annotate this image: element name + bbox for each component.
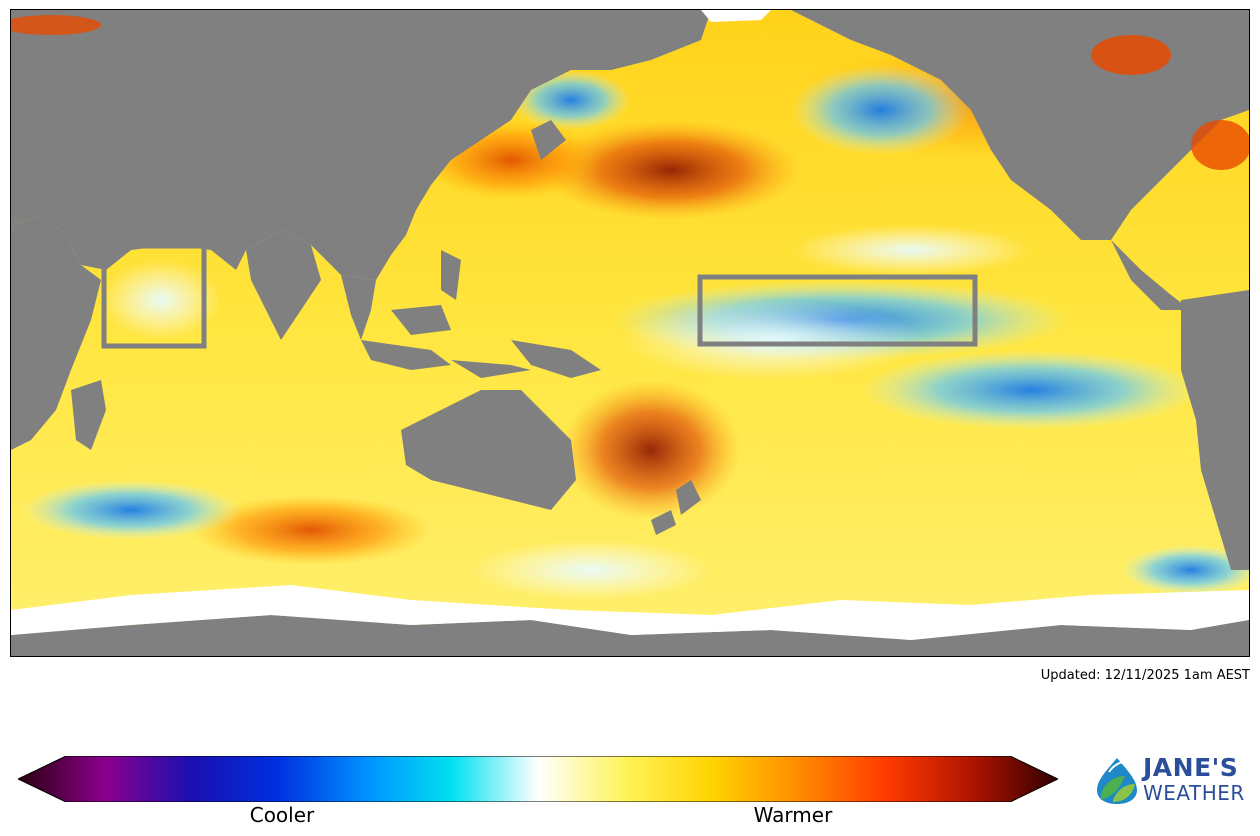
atlantic-warm-patch: [1091, 35, 1171, 75]
leaf-drop-icon: [1097, 758, 1137, 804]
colorbar-label-warmer: Warmer: [753, 803, 833, 827]
gulf-stream-warm-patch: [1191, 120, 1249, 170]
sst-anomaly-map: [10, 9, 1250, 657]
europe-warm-patch: [11, 15, 101, 35]
updated-timestamp: Updated: 12/11/2025 1am AEST: [1040, 668, 1250, 683]
colorbar: [18, 756, 1058, 802]
logo-line-2: WEATHER: [1143, 781, 1245, 805]
map-canvas: [11, 10, 1249, 656]
logo-line-1: JANE'S: [1143, 753, 1239, 782]
nino-3-4-box: [697, 274, 978, 347]
colorbar-label-cooler: Cooler: [249, 803, 315, 827]
western-indian-ocean-box: [101, 243, 207, 349]
sea-ice: [11, 10, 1249, 640]
colorbar-gradient: [18, 756, 1058, 802]
